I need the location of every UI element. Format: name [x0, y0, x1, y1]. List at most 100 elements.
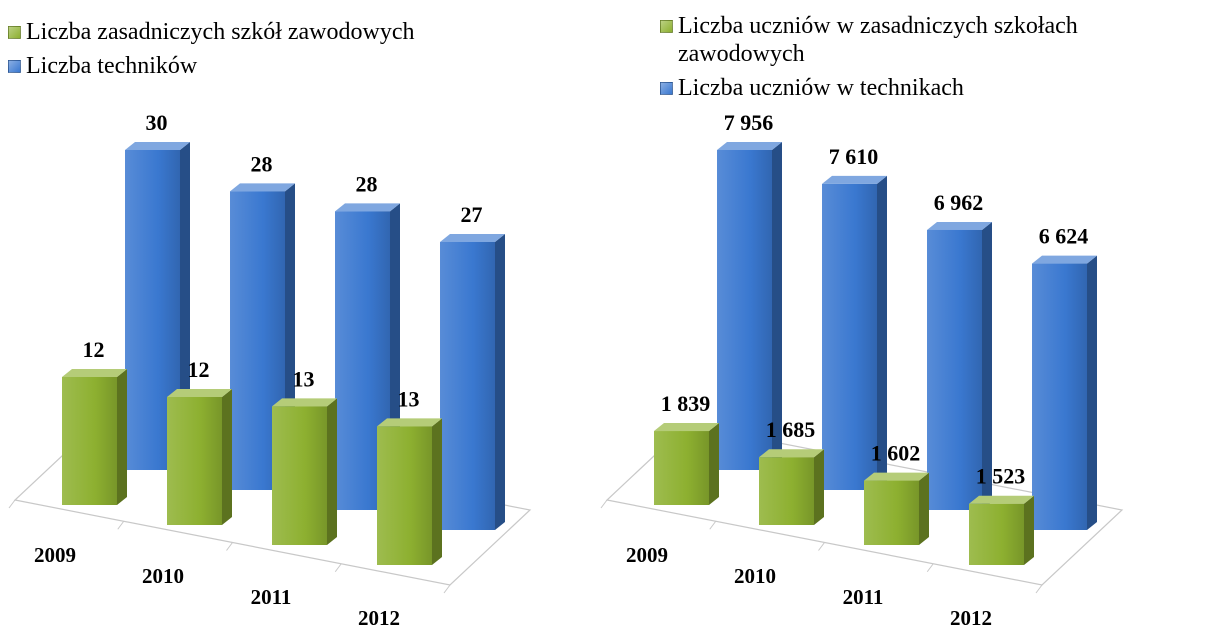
value-label: 1 839	[661, 391, 711, 416]
bar	[272, 398, 337, 545]
bar-front	[272, 406, 327, 545]
value-label: 7 956	[724, 110, 774, 135]
legend-swatch	[660, 20, 673, 33]
bar-front	[927, 229, 982, 510]
axis-tick	[8, 499, 16, 509]
x-tick-label: 2010	[734, 564, 776, 588]
bar-top	[440, 234, 505, 242]
x-tick-label: 2010	[142, 564, 184, 588]
legend-item: Liczba zasadniczych szkół zawodowych	[8, 18, 578, 46]
bar-top	[927, 221, 992, 230]
bar-front	[654, 431, 709, 505]
bar-front	[717, 150, 772, 470]
value-label: 1 523	[976, 464, 1026, 489]
bar-front	[377, 426, 432, 565]
bar	[62, 369, 127, 505]
bar	[1032, 255, 1097, 531]
x-tick-label: 2009	[626, 543, 668, 567]
x-tick-label: 2011	[843, 585, 884, 609]
bar-top	[864, 472, 929, 481]
axis-tick	[600, 499, 608, 509]
bar-front	[440, 242, 495, 530]
axis-tick	[709, 520, 717, 530]
value-label: 13	[398, 386, 420, 411]
value-label: 12	[188, 357, 210, 382]
x-tick-label: 2012	[358, 606, 400, 626]
bar	[717, 142, 782, 470]
bar-top	[272, 398, 337, 407]
bar	[969, 495, 1034, 565]
axis-tick	[117, 520, 125, 530]
legend-label: Liczba uczniów w zasadniczych szkołach z…	[678, 13, 1078, 67]
bar-top	[822, 175, 887, 184]
value-label: 1 685	[766, 417, 816, 442]
axis-tick	[226, 542, 233, 551]
bar	[440, 234, 505, 530]
axis-tick	[1035, 584, 1043, 594]
bar-top	[969, 495, 1034, 504]
bar	[822, 175, 887, 490]
bar-side	[772, 142, 782, 470]
value-label: 6 624	[1039, 224, 1089, 249]
bar-side	[432, 418, 442, 565]
bar-top	[167, 389, 232, 397]
axis-tick	[818, 542, 825, 551]
value-label: 12	[83, 337, 105, 362]
legend-label: Liczba uczniów w technikach	[678, 75, 964, 101]
bar-top	[62, 369, 127, 377]
bar-front	[167, 397, 222, 525]
bar-side	[919, 472, 929, 545]
bar-side	[1024, 495, 1034, 565]
legend-swatch	[660, 82, 673, 95]
bar	[927, 221, 992, 510]
bar	[167, 389, 232, 525]
axis-tick	[926, 563, 934, 573]
legend-item: Liczba techników	[8, 52, 578, 80]
bar-side	[180, 142, 190, 470]
bar-side	[222, 389, 232, 525]
bar-top	[230, 183, 295, 192]
bar-side	[117, 369, 127, 505]
value-label: 1 602	[871, 441, 921, 466]
bar-top	[125, 142, 190, 150]
x-tick-label: 2012	[950, 606, 992, 626]
legend-item: Liczba uczniów w technikach	[660, 74, 1210, 102]
x-tick-label: 2011	[251, 585, 292, 609]
bar-front	[759, 457, 814, 525]
bar-front	[1032, 263, 1087, 530]
legend-swatch	[8, 60, 21, 73]
bar	[377, 418, 442, 565]
legend-label: Liczba techników	[26, 53, 198, 79]
x-tick-label: 2009	[34, 543, 76, 567]
bar-side	[495, 234, 505, 530]
bar-top	[717, 142, 782, 150]
bar-front	[822, 183, 877, 490]
value-label: 28	[251, 151, 273, 176]
legend-swatch	[8, 26, 21, 39]
bar	[864, 472, 929, 545]
bar-side	[982, 221, 992, 510]
value-label: 13	[293, 366, 315, 391]
legend-label: Liczba zasadniczych szkół zawodowych	[26, 19, 415, 45]
bar-front	[62, 377, 117, 505]
legend: Liczba uczniów w zasadniczych szkołach z…	[660, 12, 1210, 108]
axis-tick	[443, 584, 451, 594]
bar-side	[814, 449, 824, 525]
value-label: 6 962	[934, 190, 984, 215]
bar-front	[969, 503, 1024, 565]
bar-top	[377, 418, 442, 427]
bar-top	[335, 203, 400, 212]
bar-top	[759, 449, 824, 458]
bar-top	[654, 423, 719, 432]
value-label: 27	[461, 202, 483, 227]
legend: Liczba zasadniczych szkół zawodowych Licz…	[8, 18, 578, 86]
bar	[759, 449, 824, 525]
bar-top	[1032, 255, 1097, 264]
legend-item: Liczba uczniów w zasadniczych szkołach z…	[660, 12, 1210, 68]
value-label: 7 610	[829, 144, 879, 169]
bar-front	[864, 480, 919, 545]
axis-tick	[334, 563, 342, 573]
bar-side	[709, 423, 719, 505]
bar	[654, 423, 719, 505]
